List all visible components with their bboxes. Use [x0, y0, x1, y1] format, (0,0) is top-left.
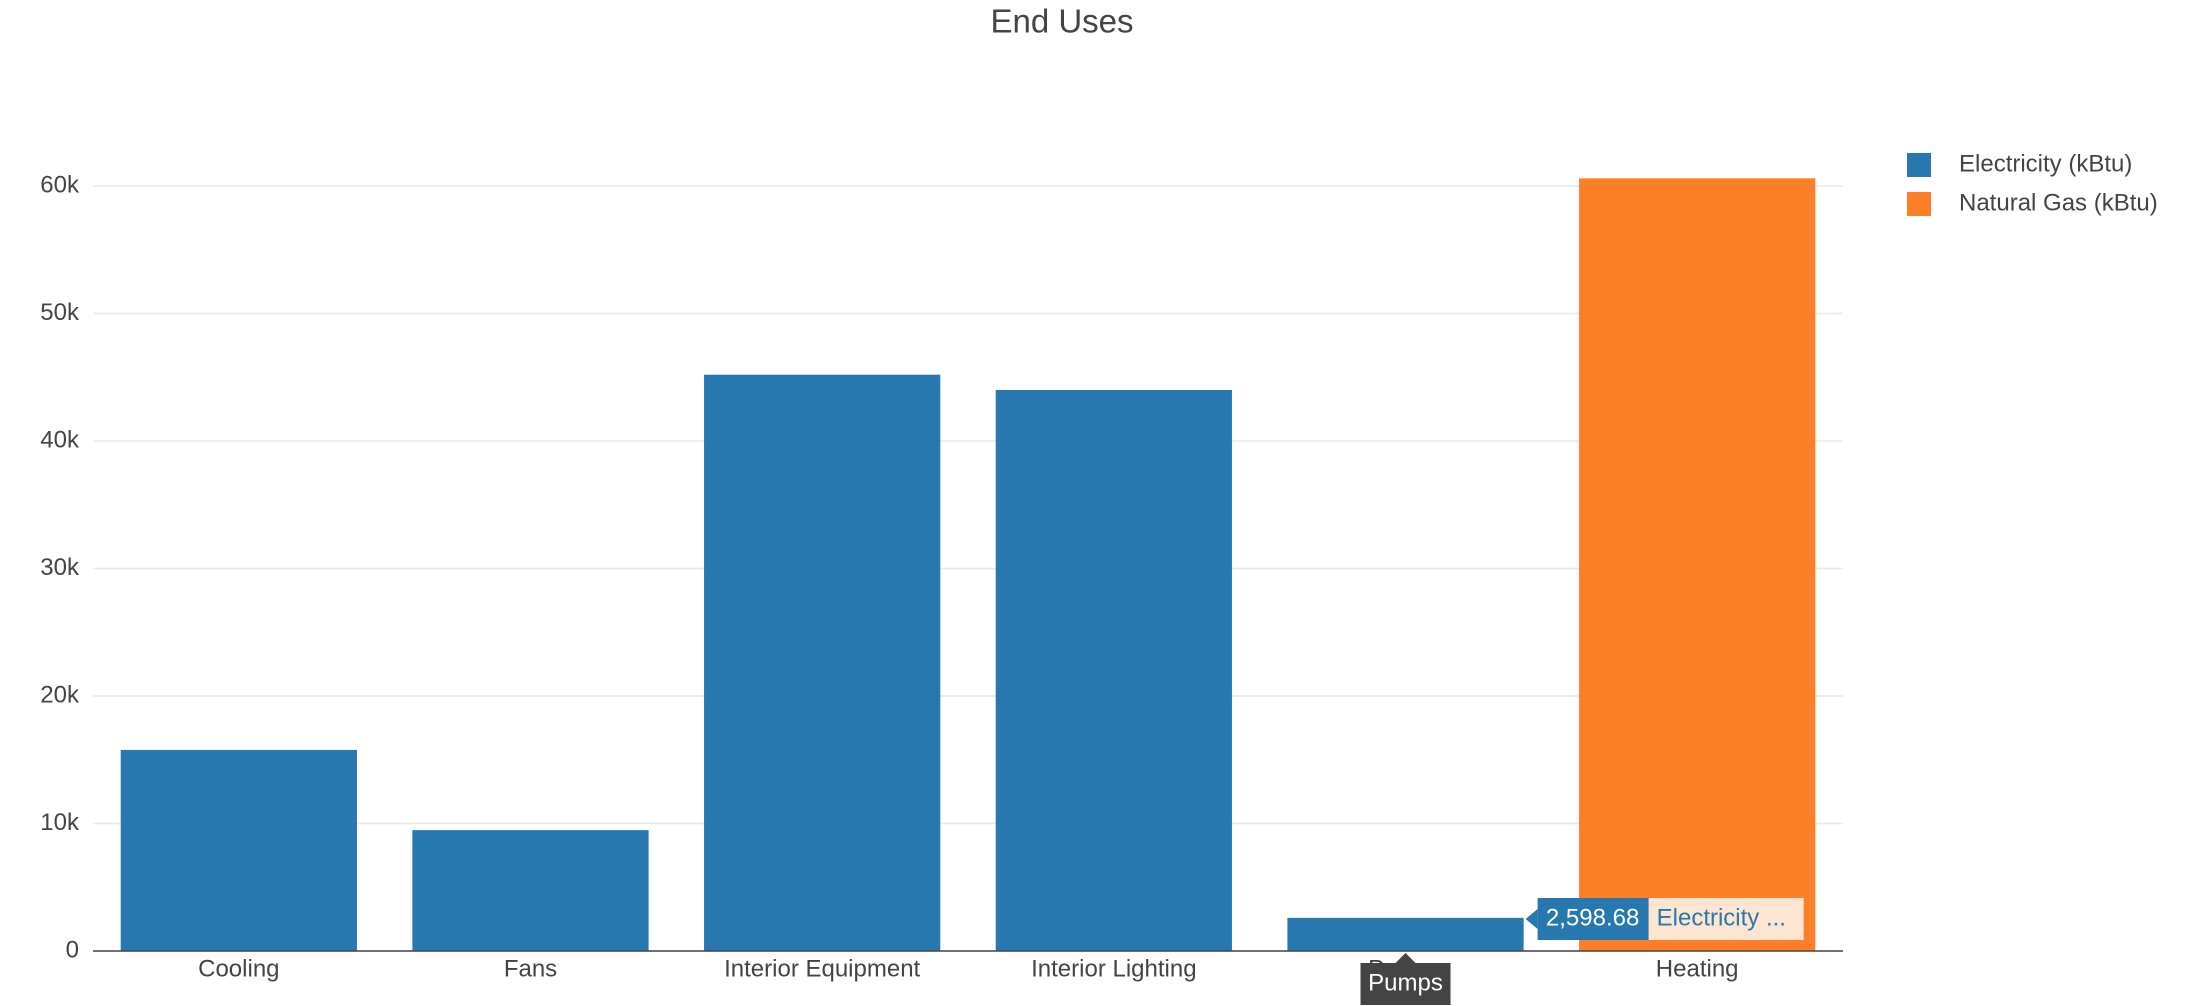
legend-swatch [1907, 153, 1931, 177]
chart-title: End Uses [990, 3, 1133, 40]
bar [120, 749, 357, 951]
bar [412, 830, 649, 951]
x-tick-label: Cooling [198, 955, 279, 982]
y-tick-label: 40k [40, 426, 80, 453]
y-tick-label: 20k [40, 681, 80, 708]
y-tick-label: 30k [40, 554, 80, 581]
hover-category: Pumps [1360, 953, 1451, 1005]
hover-pointer [1525, 909, 1538, 929]
bar [995, 390, 1232, 951]
hover-value-box [1537, 898, 1649, 940]
x-tick-label: Interior Lighting [1031, 955, 1196, 982]
legend-swatch [1907, 192, 1931, 216]
y-tick-label: 0 [66, 936, 79, 963]
y-tick-label: 50k [40, 299, 80, 326]
hover-name-box [1648, 898, 1804, 940]
hover-category-box [1360, 963, 1451, 1005]
x-tick-label: Interior Equipment [724, 955, 920, 982]
hover-category-pointer [1395, 953, 1416, 963]
x-tick-label: Heating [1656, 955, 1739, 982]
hover-category-label: Pumps [1368, 969, 1443, 996]
bar [704, 374, 941, 951]
hover-series: Electricity ... [1657, 904, 1786, 931]
y-tick-label: 60k [40, 171, 80, 198]
bar [1287, 917, 1524, 951]
legend-label: Natural Gas (kBtu) [1959, 189, 2158, 216]
x-tick-label: Fans [504, 955, 557, 982]
legend-label: Electricity (kBtu) [1959, 150, 2132, 177]
bar [1579, 178, 1816, 952]
hover-value: 2,598.68 [1546, 904, 1639, 931]
y-tick-label: 10k [40, 809, 80, 836]
hover-tooltip: 2,598.68 Electricity ... [1525, 898, 1804, 940]
